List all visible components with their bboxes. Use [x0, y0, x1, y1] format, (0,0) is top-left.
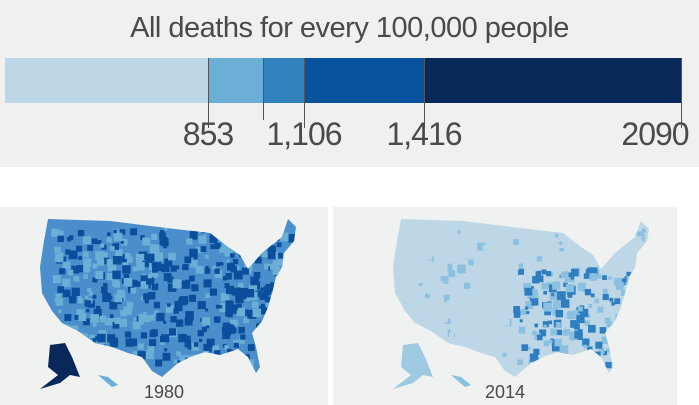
legend-segment	[304, 58, 424, 103]
legend-tick-line	[681, 58, 682, 128]
hawaii-shape	[98, 375, 118, 387]
legend-tick-label: 1,416	[386, 116, 462, 152]
legend-tick-label: 853	[182, 116, 234, 152]
legend-segment	[5, 58, 208, 103]
legend-tick-label: 1,106	[266, 116, 342, 152]
us-map-1980	[40, 219, 296, 389]
legend-title: All deaths for every 100,000 people	[130, 12, 569, 44]
legend-segment	[208, 58, 263, 103]
legend-segment	[424, 58, 682, 103]
legend-tick-line	[304, 58, 305, 128]
legend-panel: All deaths for every 100,000 people 853 1…	[0, 0, 699, 167]
map-panel-1980: 1980	[0, 207, 328, 405]
alaska-shape	[40, 343, 80, 389]
legend-tick-line	[424, 58, 425, 128]
legend-segment	[263, 58, 304, 103]
map-panel-2014: 2014	[333, 207, 677, 405]
year-label-1980: 1980	[143, 382, 185, 402]
year-label-2014: 2014	[484, 382, 526, 402]
legend-tick-line	[208, 58, 209, 128]
alaska-shape	[393, 343, 433, 389]
legend-tick-line	[263, 58, 264, 120]
us-map-2014	[393, 219, 649, 389]
legend-tick-label: 2090	[621, 116, 689, 152]
hawaii-shape	[451, 375, 471, 387]
